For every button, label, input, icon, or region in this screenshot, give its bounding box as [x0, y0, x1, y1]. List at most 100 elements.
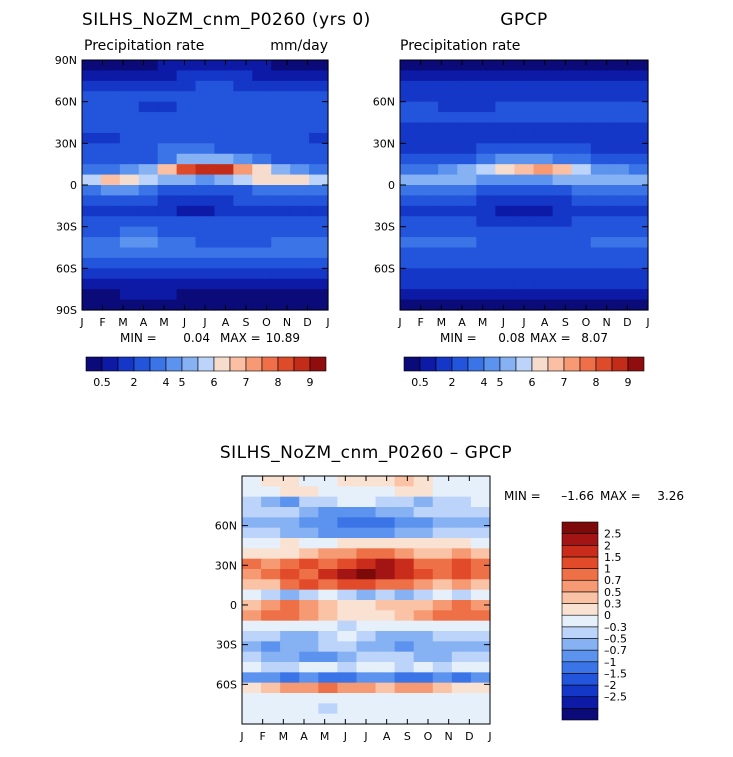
heatmap-cell — [571, 205, 592, 217]
heatmap-cell — [157, 257, 178, 269]
heatmap-cell — [400, 226, 420, 238]
heatmap-cell — [495, 247, 516, 259]
heatmap-cell — [261, 641, 281, 653]
heatmap-cell — [394, 682, 415, 694]
heatmap-cell — [375, 693, 396, 704]
x-tick-label: D — [465, 730, 473, 743]
heatmap-cell — [299, 641, 319, 653]
heatmap-cell — [309, 80, 329, 92]
heatmap-cell — [470, 693, 491, 704]
heatmap-cell — [119, 268, 140, 280]
heatmap-cell — [451, 569, 472, 580]
heatmap-cell — [394, 517, 415, 529]
heatmap-cell — [214, 257, 234, 269]
heatmap-cell — [470, 600, 491, 611]
heatmap-cell — [176, 164, 197, 176]
heatmap-cell — [290, 174, 310, 186]
heatmap-cell — [280, 693, 300, 704]
heatmap-cell — [609, 153, 630, 165]
heatmap-cell — [309, 289, 329, 301]
heatmap-cell — [552, 195, 573, 207]
heatmap-cell — [337, 631, 358, 642]
heatmap-cell — [394, 672, 415, 684]
heatmap-cell — [280, 507, 300, 518]
heatmap-cell — [394, 486, 415, 498]
heatmap-cell — [457, 60, 477, 72]
heatmap-cell — [514, 268, 535, 280]
heatmap-cell — [419, 268, 439, 280]
heatmap-cell — [280, 589, 300, 601]
heatmap-cell — [261, 662, 281, 673]
heatmap-cell — [451, 662, 472, 673]
heatmap-cell — [609, 80, 630, 92]
heatmap-cell — [214, 80, 234, 92]
heatmap-cell — [290, 132, 310, 144]
heatmap-cell — [356, 589, 377, 601]
y-tick-label: 60N — [215, 520, 237, 533]
heatmap-cell — [438, 60, 458, 72]
heatmap-cell — [318, 631, 338, 642]
heatmap-cell — [119, 112, 140, 124]
heatmap-cell — [457, 257, 477, 269]
heatmap-cell — [318, 579, 338, 591]
heatmap-cell — [119, 247, 140, 259]
heatmap-cell — [233, 216, 253, 228]
heatmap-cell — [119, 278, 140, 290]
heatmap-cell — [318, 538, 338, 549]
heatmap-cell — [495, 122, 516, 134]
heatmap-cell — [261, 713, 281, 725]
heatmap-cell — [394, 476, 415, 487]
heatmap-cell — [476, 112, 496, 124]
heatmap-cell — [138, 122, 159, 134]
heatmap-cell — [271, 70, 291, 82]
heatmap-cell — [533, 185, 554, 197]
heatmap-cell — [195, 60, 216, 72]
heatmap-cell — [82, 132, 102, 144]
x-tick-label: A — [541, 316, 549, 329]
heatmap-cell — [242, 641, 262, 653]
heatmap-cell — [590, 122, 611, 134]
heatmap-cell — [438, 278, 458, 290]
heatmap-cell — [233, 247, 253, 259]
heatmap-cell — [533, 205, 554, 217]
heatmap-cell — [457, 143, 477, 155]
heatmap-cell — [457, 101, 477, 113]
heatmap-cell — [271, 216, 291, 228]
heatmap-cell — [400, 185, 420, 197]
heatmap-cell — [451, 641, 472, 653]
colorbar-label: 2 — [604, 539, 611, 552]
heatmap-cell — [451, 610, 472, 622]
heatmap-cell — [375, 589, 396, 601]
heatmap-cell — [457, 174, 477, 186]
heatmap-cell — [271, 174, 291, 186]
heatmap-cell — [394, 507, 415, 518]
heatmap-cell — [356, 682, 377, 694]
heatmap-cell — [195, 153, 216, 165]
heatmap-cell — [419, 226, 439, 238]
heatmap-cell — [470, 527, 491, 539]
heatmap-cell — [400, 122, 420, 134]
heatmap-cell — [290, 195, 310, 207]
heatmap-cell — [400, 112, 420, 124]
heatmap-cell — [495, 185, 516, 197]
heatmap-cell — [400, 91, 420, 103]
heatmap-cell — [176, 132, 197, 144]
heatmap-cell — [318, 682, 338, 694]
heatmap-cell — [375, 507, 396, 518]
heatmap-cell — [400, 101, 420, 113]
heatmap-cell — [470, 507, 491, 518]
panel-3-max-value: 3.26 — [657, 489, 684, 503]
heatmap-cell — [309, 278, 329, 290]
heatmap-cell — [438, 216, 458, 228]
heatmap-cell — [261, 589, 281, 601]
heatmap-cell — [299, 672, 319, 684]
heatmap-cell — [609, 289, 630, 301]
heatmap-cell — [432, 651, 453, 663]
heatmap-cell — [457, 153, 477, 165]
heatmap-cell — [233, 112, 253, 124]
heatmap-cell — [514, 237, 535, 249]
heatmap-cell — [138, 195, 159, 207]
heatmap-cell — [451, 713, 472, 725]
heatmap-cell — [280, 600, 300, 611]
colorbar-swatch — [547, 356, 565, 372]
